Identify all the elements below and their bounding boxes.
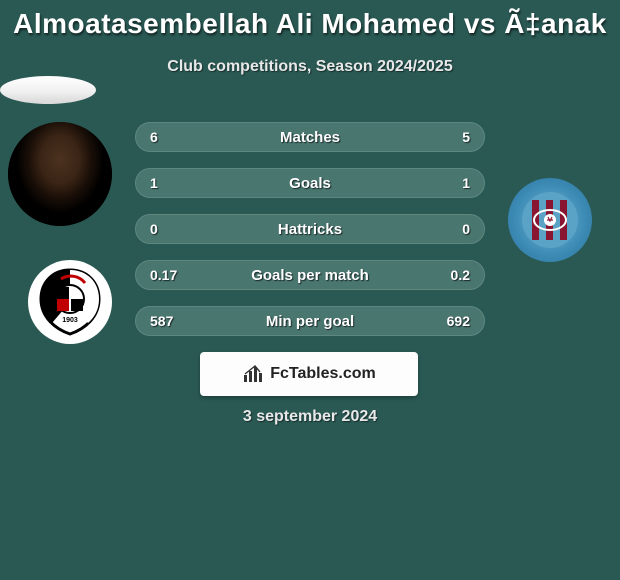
- stat-right-value: 5: [462, 129, 470, 145]
- stat-left-value: 587: [150, 313, 173, 329]
- stat-label: Min per goal: [266, 313, 354, 330]
- stat-label: Hattricks: [278, 221, 342, 238]
- club-right-crest: [508, 178, 592, 262]
- trabzonspor-crest-icon: [520, 190, 580, 250]
- stat-row-hattricks: 0 Hattricks 0: [135, 214, 485, 244]
- date-text: 3 september 2024: [0, 408, 620, 426]
- stats-area: 6 Matches 5 1 Goals 1 0 Hattricks 0 0.17…: [135, 122, 485, 352]
- stat-label: Goals: [289, 175, 331, 192]
- stat-left-value: 0: [150, 221, 158, 237]
- stat-label: Goals per match: [251, 267, 369, 284]
- page-title: Almoatasembellah Ali Mohamed vs Ã‡anak: [0, 0, 620, 40]
- besiktas-crest-icon: 1903: [35, 267, 105, 337]
- crest-year: 1903: [62, 317, 78, 324]
- stat-row-min-per-goal: 587 Min per goal 692: [135, 306, 485, 336]
- stat-left-value: 6: [150, 129, 158, 145]
- club-left-crest: 1903: [28, 260, 112, 344]
- player-left-avatar: [8, 122, 112, 226]
- stat-right-value: 0.2: [451, 267, 470, 283]
- stat-right-value: 0: [462, 221, 470, 237]
- stat-right-value: 692: [447, 313, 470, 329]
- badge-text: FcTables.com: [270, 365, 376, 383]
- bar-chart-icon: [242, 363, 264, 385]
- player-right-avatar: [0, 76, 96, 104]
- stat-label: Matches: [280, 129, 340, 146]
- stat-left-value: 0.17: [150, 267, 177, 283]
- fctables-badge[interactable]: FcTables.com: [200, 352, 418, 396]
- subtitle: Club competitions, Season 2024/2025: [0, 58, 620, 76]
- stat-row-goals: 1 Goals 1: [135, 168, 485, 198]
- stat-row-goals-per-match: 0.17 Goals per match 0.2: [135, 260, 485, 290]
- stat-left-value: 1: [150, 175, 158, 191]
- stat-row-matches: 6 Matches 5: [135, 122, 485, 152]
- stat-right-value: 1: [462, 175, 470, 191]
